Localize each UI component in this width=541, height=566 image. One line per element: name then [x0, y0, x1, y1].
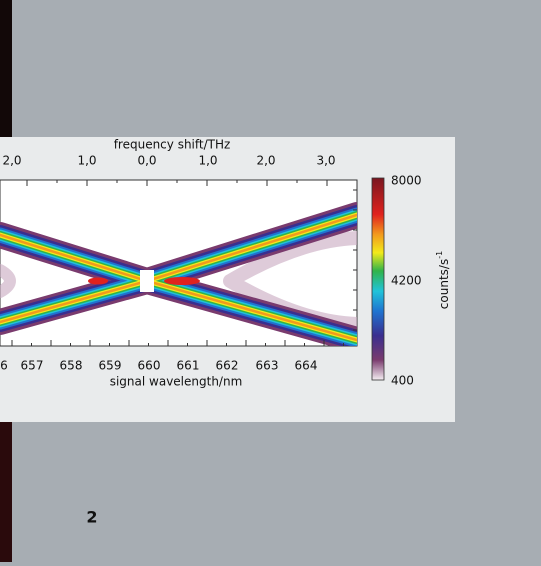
bottom-tick-label: 660	[138, 359, 161, 373]
top-tick-label: 1,0	[198, 154, 217, 168]
colorbar	[371, 177, 385, 381]
faint-arc	[0, 264, 16, 298]
top-tick-label: 0,0	[137, 154, 156, 168]
colorbar-label: 4200	[391, 274, 422, 288]
tick-marks	[11, 180, 358, 346]
bottom-tick-label: 657	[21, 359, 44, 373]
bottom-tick-label: 663	[256, 359, 279, 373]
top-tick-label: 3,0	[316, 154, 335, 168]
top-tick-labels: 2,0 1,0 0,0 1,0 2,0 3,0	[2, 154, 335, 168]
top-tick-label: 2,0	[2, 154, 21, 168]
colorbar-label: 400	[391, 374, 414, 388]
bottom-tick-labels: 6 657 658 659 660 661 662 663 664	[0, 359, 317, 373]
hot-spot	[164, 277, 200, 285]
bottom-axis-title: signal wavelength/nm	[110, 375, 243, 389]
center-gap	[140, 270, 154, 292]
bottom-tick-label: 664	[295, 359, 318, 373]
page-number: 2	[86, 508, 97, 527]
top-axis-title: frequency shift/THz	[114, 138, 231, 152]
bottom-tick-label: 662	[216, 359, 239, 373]
bottom-tick-label: 6	[0, 359, 8, 373]
chevron-arms	[0, 202, 357, 346]
heatmap	[0, 202, 357, 346]
colorbar-title-sup: -1	[435, 251, 444, 259]
top-tick-label: 1,0	[77, 154, 96, 168]
colorbar-label: 8000	[391, 174, 422, 188]
bottom-tick-label: 661	[177, 359, 200, 373]
bottom-tick-label: 659	[99, 359, 122, 373]
hot-spot	[88, 277, 108, 285]
left-strip-lower	[0, 422, 12, 562]
colorbar-title-text: counts/s	[437, 259, 451, 309]
top-tick-label: 2,0	[256, 154, 275, 168]
colorbar-labels: 8000 4200 400	[391, 174, 422, 388]
bottom-tick-label: 658	[60, 359, 83, 373]
colorbar-title: counts/s-1	[435, 251, 451, 309]
